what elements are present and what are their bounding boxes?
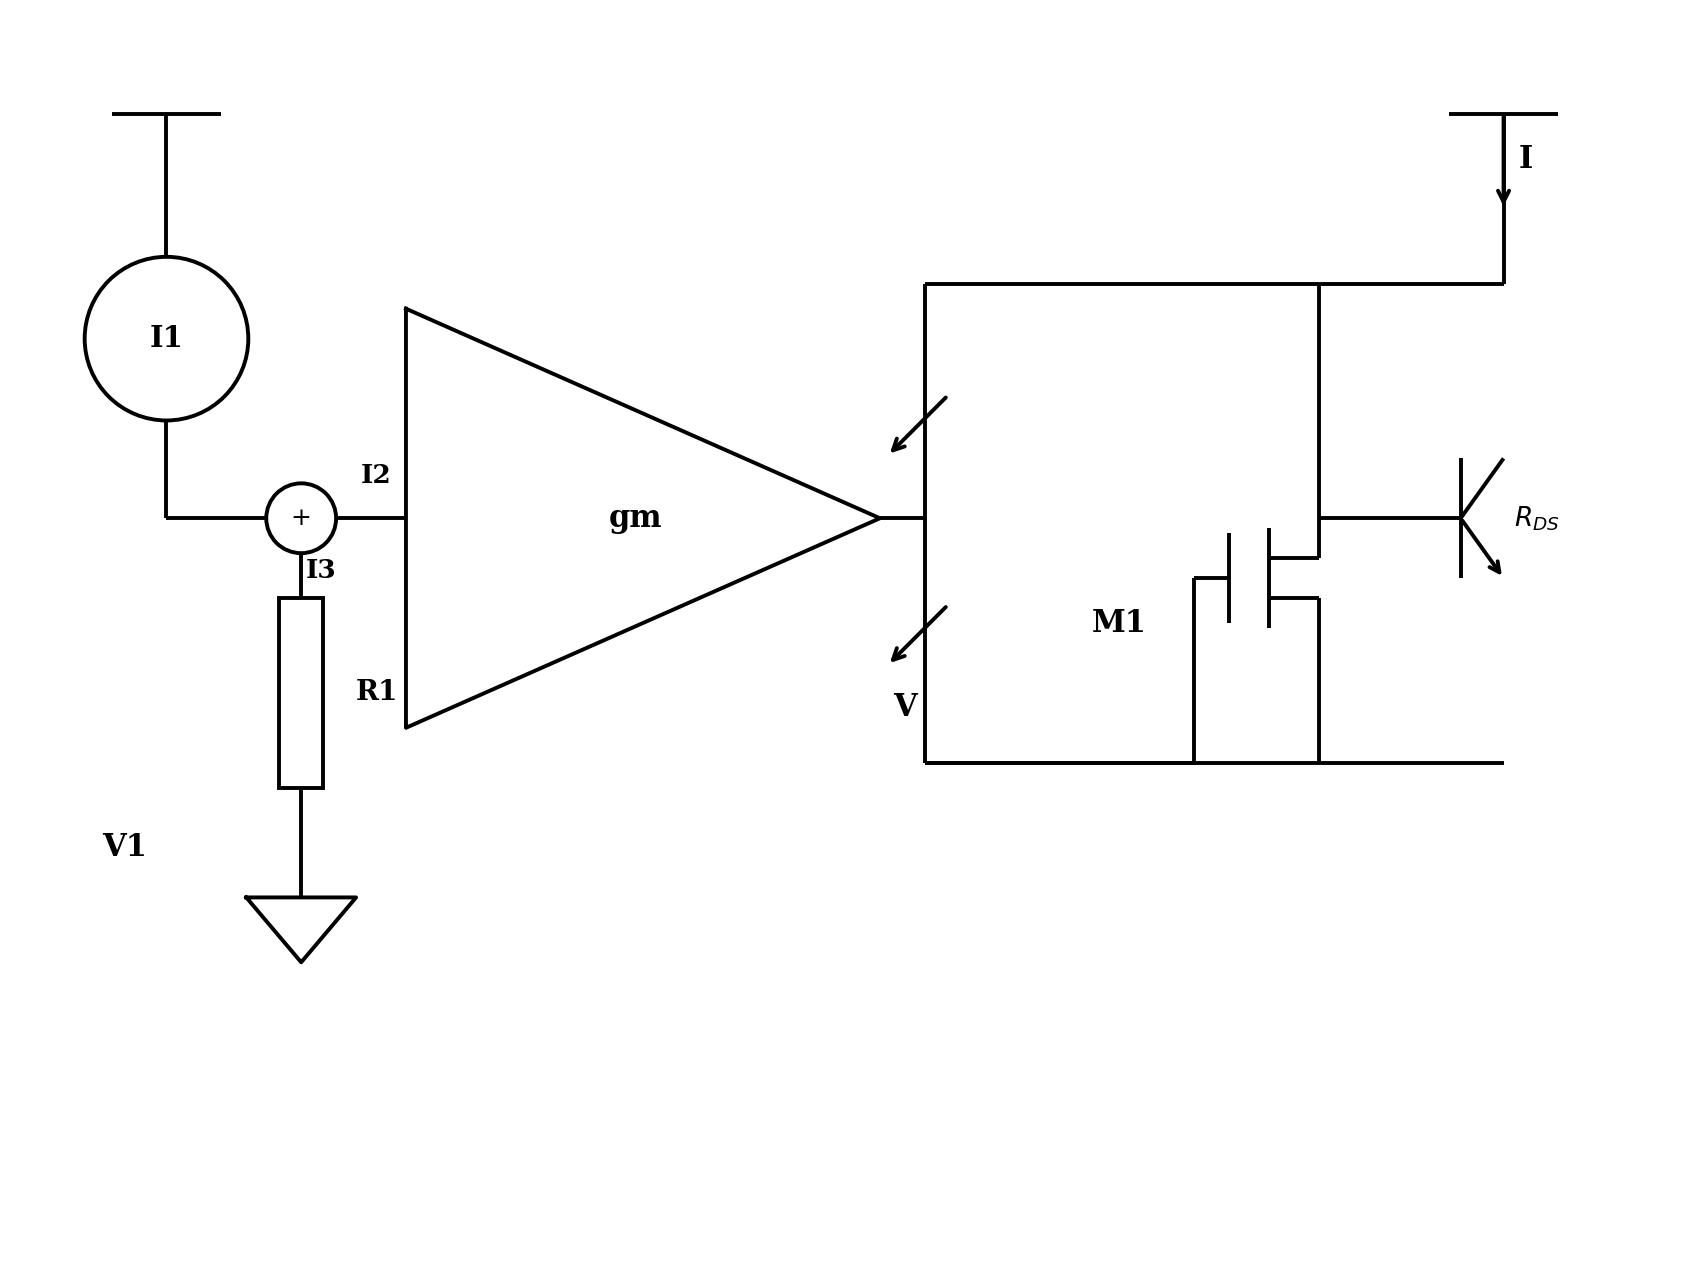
Text: I1: I1 [150, 325, 184, 354]
Text: V: V [893, 692, 917, 723]
Text: R1: R1 [356, 680, 398, 706]
Text: gm: gm [609, 502, 662, 534]
Text: I: I [1519, 143, 1533, 175]
Text: $R_{DS}$: $R_{DS}$ [1514, 503, 1560, 533]
Text: +: + [290, 507, 312, 530]
Text: V1: V1 [101, 832, 147, 864]
Bar [279, 598, 322, 787]
Text: I3: I3 [306, 558, 338, 583]
Text: I2: I2 [361, 463, 392, 488]
Text: M1: M1 [1092, 607, 1146, 639]
